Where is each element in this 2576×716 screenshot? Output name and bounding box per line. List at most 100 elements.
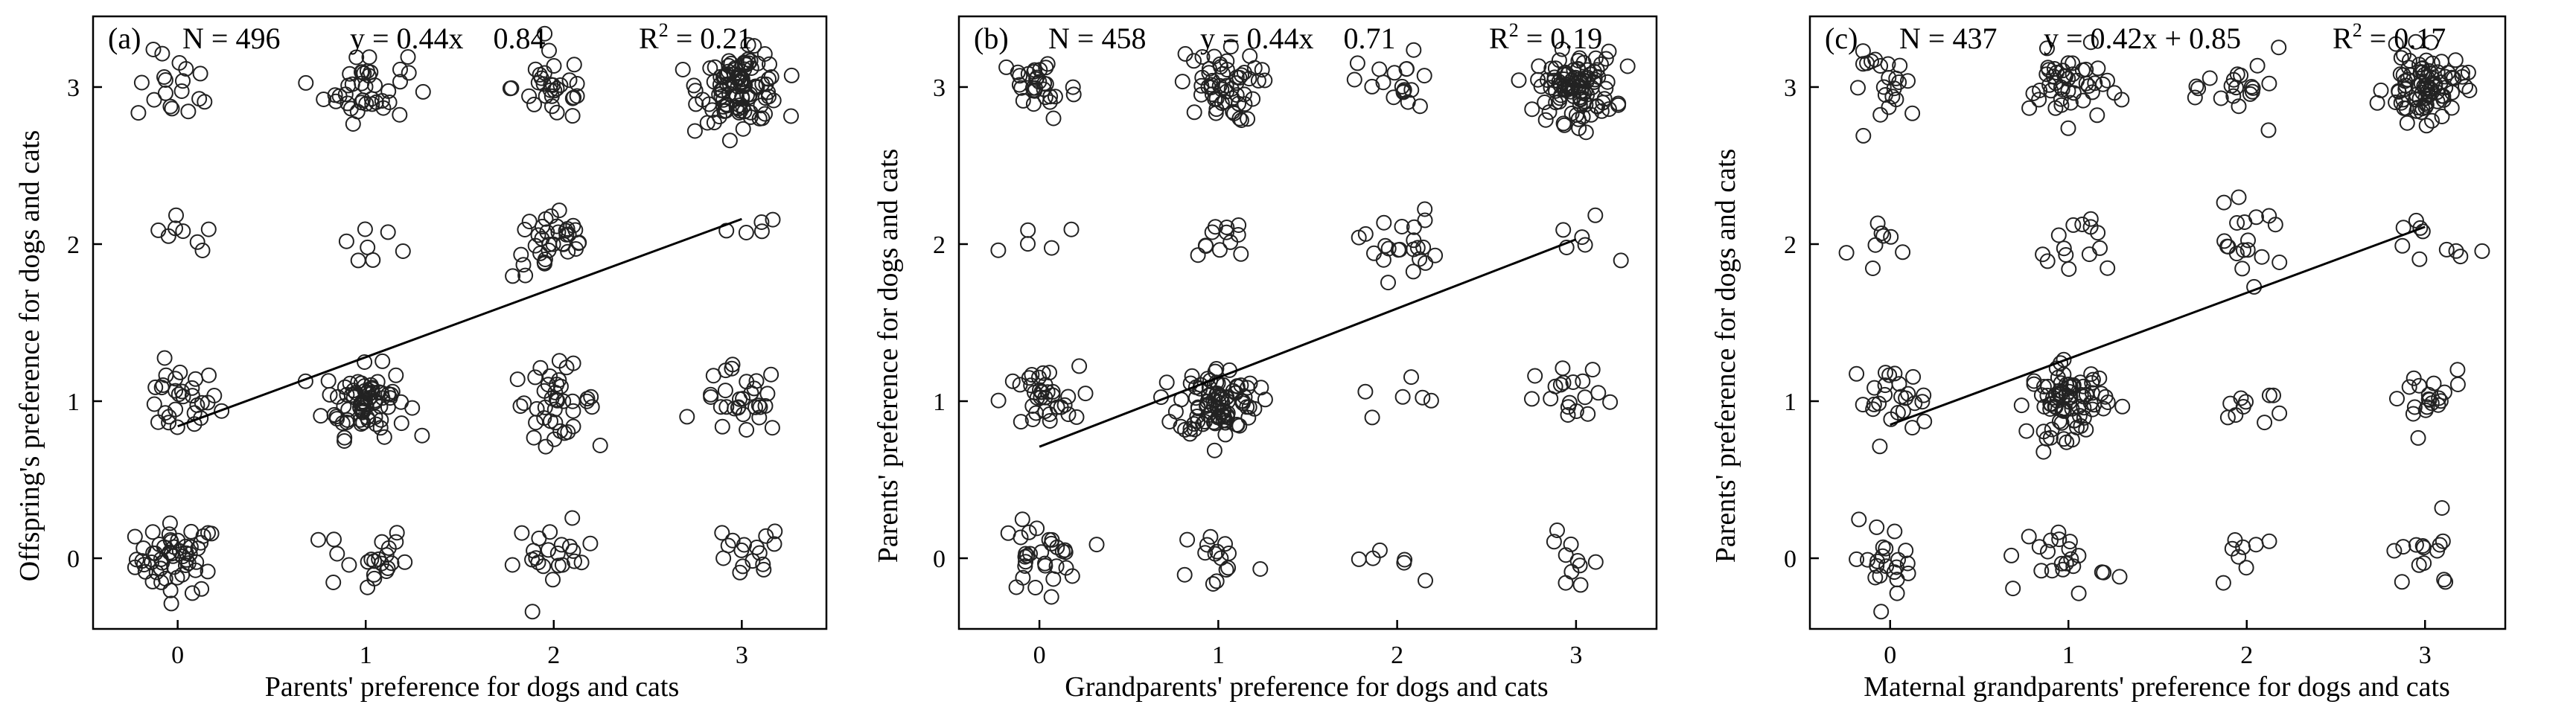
data-point <box>521 88 538 104</box>
data-point <box>2081 246 2097 263</box>
data-point <box>1552 377 1569 393</box>
data-point <box>686 77 702 94</box>
data-point <box>2412 220 2429 236</box>
data-point <box>2056 351 2072 368</box>
data-point <box>2452 249 2469 265</box>
data-point <box>1088 537 1105 553</box>
data-point <box>2072 374 2088 391</box>
data-point <box>1063 221 1080 237</box>
data-point <box>364 96 380 112</box>
data-point <box>2408 212 2424 228</box>
data-point <box>753 214 770 230</box>
panel-c-r2-symbol: R <box>2333 22 2353 55</box>
data-point <box>1403 369 1419 386</box>
data-point <box>328 93 344 109</box>
data-point <box>2227 532 2243 548</box>
data-point <box>2050 369 2066 386</box>
data-point <box>2271 255 2288 270</box>
data-point <box>2399 115 2415 131</box>
data-point <box>1889 585 1905 601</box>
data-point <box>1610 97 1627 113</box>
data-point <box>189 234 205 250</box>
data-point <box>1204 86 1220 103</box>
data-point <box>1527 368 1543 384</box>
data-point <box>1225 103 1241 120</box>
data-point <box>675 62 691 77</box>
data-point <box>177 538 194 554</box>
data-point <box>1900 73 1916 89</box>
data-point <box>1246 60 1263 76</box>
data-point <box>2094 564 2110 581</box>
data-point <box>2449 377 2466 392</box>
data-point <box>1205 414 1222 430</box>
data-point <box>1546 72 1563 89</box>
data-point <box>1893 389 1910 405</box>
data-point <box>130 105 147 121</box>
data-point <box>1543 391 1559 407</box>
data-point <box>1025 96 1042 112</box>
data-point <box>1613 252 1629 269</box>
data-point <box>1202 528 1219 545</box>
data-point <box>2413 104 2429 121</box>
data-point <box>717 383 733 399</box>
data-point <box>2021 528 2037 545</box>
data-point <box>1881 70 1897 86</box>
data-point <box>1587 554 1604 570</box>
data-point <box>1197 237 1214 254</box>
data-point <box>502 80 518 97</box>
data-point <box>146 92 162 108</box>
data-point <box>348 49 365 65</box>
data-point <box>2039 253 2056 269</box>
data-point <box>564 108 581 124</box>
data-point <box>538 211 554 227</box>
data-point <box>151 537 168 552</box>
data-point <box>2219 409 2236 426</box>
data-point <box>1555 222 1572 238</box>
data-point <box>2213 90 2229 106</box>
data-point <box>1878 540 1894 557</box>
data-point <box>509 371 526 388</box>
data-point <box>381 95 398 110</box>
data-point <box>712 399 729 415</box>
data-point <box>325 575 342 590</box>
data-point <box>128 552 144 568</box>
data-point <box>1060 389 1077 405</box>
panel-b-plot-frame <box>957 15 1658 630</box>
data-point <box>1189 409 1205 424</box>
y-tick-label: 0 <box>933 546 946 573</box>
data-point <box>350 252 366 269</box>
data-point <box>1916 387 1932 403</box>
data-point <box>1415 239 1432 255</box>
data-point <box>2424 55 2440 71</box>
panel-a-r2-superscript: 2 <box>659 19 669 41</box>
data-point <box>1024 398 1041 414</box>
data-point <box>170 386 187 403</box>
data-point <box>1029 520 1045 537</box>
data-point <box>2229 215 2245 231</box>
data-point <box>524 604 541 620</box>
data-point <box>1601 43 1617 60</box>
data-point <box>1233 246 1249 262</box>
panel-c-label: (c) <box>1825 22 1858 55</box>
data-point <box>1231 95 1246 112</box>
data-point <box>1044 240 1059 256</box>
data-point <box>1222 39 1239 55</box>
data-point <box>2046 61 2062 77</box>
data-point <box>724 532 741 549</box>
panel-a-plot-area: 0 1 2 3 0 1 2 3 <box>67 15 828 669</box>
data-point <box>1229 379 1246 394</box>
x-tick-label: 2 <box>547 642 560 669</box>
panel-c-x-axis-label: Maternal grandparents' preference for do… <box>1864 671 2450 703</box>
data-point <box>530 227 546 243</box>
x-tick-label: 0 <box>1884 642 1896 669</box>
data-point <box>2434 109 2450 124</box>
data-point <box>1218 224 1234 240</box>
data-point <box>1027 580 1044 595</box>
data-point <box>566 89 582 106</box>
data-point <box>530 554 546 571</box>
data-point <box>363 552 380 568</box>
data-point <box>162 515 178 531</box>
data-point <box>2257 415 2273 431</box>
data-point <box>190 540 206 557</box>
